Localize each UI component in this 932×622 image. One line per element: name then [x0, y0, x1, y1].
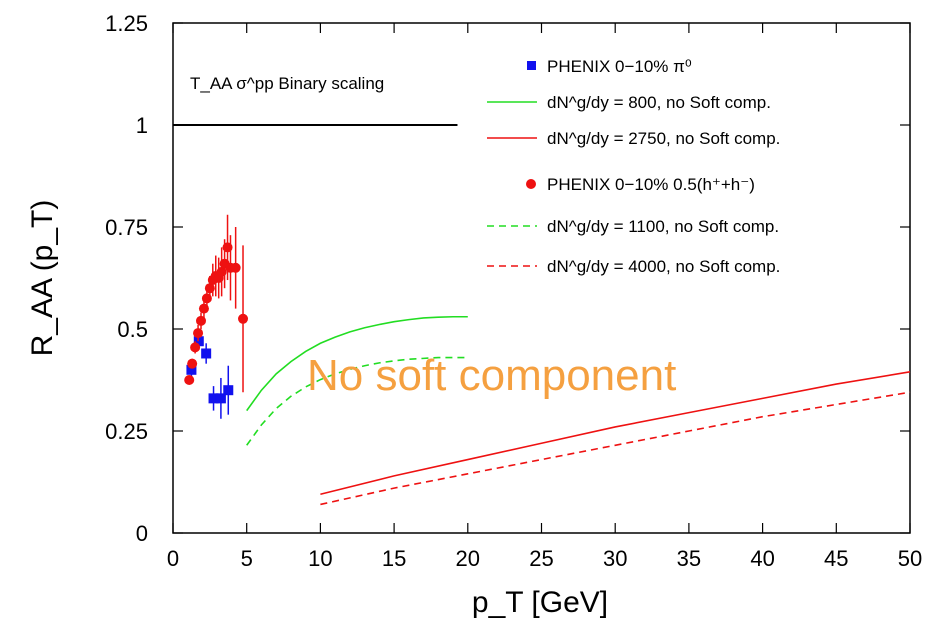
y-tick-label: 0	[136, 521, 148, 546]
data-point-circle	[184, 375, 195, 385]
x-tick-label: 45	[824, 546, 848, 571]
legend-marker-circle	[526, 179, 536, 189]
data-point-square	[186, 364, 197, 375]
x-tick-label: 5	[241, 546, 253, 571]
x-tick-label: 35	[677, 546, 701, 571]
x-axis-title: p_T [GeV]	[472, 586, 608, 619]
legend-marker-square	[527, 61, 536, 70]
legend: PHENIX 0−10% π⁰ dN^g/dy = 800, no Soft co…	[487, 57, 780, 276]
data-point-square	[215, 393, 226, 404]
series-layer	[173, 124, 911, 506]
legend-label: PHENIX 0−10% π⁰	[547, 57, 692, 76]
x-tick-label: 0	[167, 546, 179, 571]
x-tick-label: 40	[750, 546, 774, 571]
data-point-circle	[230, 262, 241, 273]
y-tick-label: 0.5	[117, 317, 148, 342]
data-point-square	[223, 385, 234, 396]
data-point-square	[201, 348, 212, 359]
data-point-square	[208, 393, 219, 404]
series-line-2	[320, 371, 911, 496]
plot-frame	[172, 22, 911, 534]
series-line-1	[246, 315, 468, 412]
y-axis-title: R_AA (p_T)	[26, 200, 59, 357]
axis-ticks: 0 5 10 15 20 25 30 35 40 45 50 0 0.25 0.5 0.75 1 1.25	[105, 11, 922, 571]
y-tick-label: 1	[136, 113, 148, 138]
series-line-5	[320, 391, 911, 506]
data-point-circle	[238, 313, 249, 324]
y-tick-label: 1.25	[105, 11, 148, 36]
no-soft-annotation: No soft component	[307, 351, 676, 400]
legend-label: dN^g/dy = 2750, no Soft comp.	[547, 129, 780, 148]
data-point-circle	[193, 328, 204, 339]
legend-label: dN^g/dy = 800, no Soft comp.	[547, 93, 771, 112]
x-tick-label: 30	[603, 546, 627, 571]
x-tick-label: 20	[456, 546, 480, 571]
binary-scaling-annotation: T_AA σ^pp Binary scaling	[190, 74, 384, 93]
legend-label: dN^g/dy = 4000, no Soft comp.	[547, 257, 780, 276]
legend-label: dN^g/dy = 1100, no Soft comp.	[547, 217, 779, 236]
data-point-circle	[187, 358, 198, 369]
x-tick-label: 10	[308, 546, 332, 571]
y-tick-label: 0.25	[105, 419, 148, 444]
legend-label: PHENIX 0−10% 0.5(h⁺+h⁻)	[547, 175, 755, 194]
data-point-circle	[190, 342, 201, 353]
x-tick-label: 25	[529, 546, 553, 571]
x-tick-label: 15	[382, 546, 406, 571]
y-tick-label: 0.75	[105, 215, 148, 240]
x-tick-label: 50	[898, 546, 922, 571]
